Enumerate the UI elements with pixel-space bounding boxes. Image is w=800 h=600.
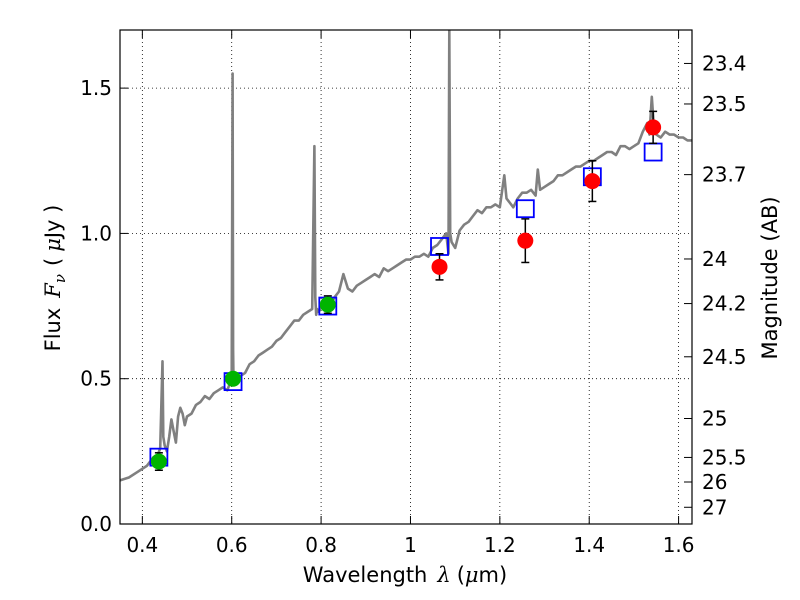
y-tick-label: 1.0 (80, 221, 112, 245)
model-photometry-square (643, 142, 663, 162)
y2-axis-title: Magnitude (AB) (758, 196, 782, 359)
spectrum-line (120, 30, 692, 482)
observed-flux-point (517, 232, 534, 249)
magnitude-tick-label: 24 (702, 247, 727, 271)
magnitude-tick-label: 24.2 (702, 292, 747, 316)
observed-flux-point (225, 370, 242, 387)
plot-frame (119, 29, 693, 525)
magnitude-tick-label: 23.7 (702, 163, 747, 187)
x-axis-title: Wavelength λ (μm) (303, 563, 507, 587)
magnitude-tick-label: 25.5 (702, 445, 747, 469)
magnitude-tick-label: 27 (702, 495, 727, 519)
grid (120, 30, 692, 525)
observed-flux-point (150, 453, 167, 470)
x-tick-label: 0.4 (126, 533, 158, 557)
x-tick-label: 0.6 (216, 533, 248, 557)
y-tick-label: 1.5 (80, 76, 112, 100)
magnitude-tick-label: 23.5 (702, 92, 747, 116)
x-tick-label: 1 (404, 533, 417, 557)
observed-flux-point (645, 119, 662, 136)
plot-area (120, 30, 692, 482)
y-axis-title: FluxFν(μJy ) (41, 205, 69, 352)
magnitude-tick-label: 23.4 (702, 51, 747, 75)
observed-flux-point (584, 173, 601, 190)
observed-flux-point (431, 258, 448, 275)
x-tick-label: 0.8 (305, 533, 337, 557)
axes-ticks: 0.4 0.6 0.8 1 1.2 1.4 1.6 0.0 0.5 1.0 1.5 23.4 23.5 2… (80, 30, 747, 557)
y-tick-label: 0.0 (80, 512, 112, 536)
y-tick-label: 0.5 (80, 367, 112, 391)
x-tick-label: 1.2 (484, 533, 516, 557)
magnitude-tick-label: 24.5 (702, 345, 747, 369)
observed-flux-point (319, 296, 336, 313)
x-tick-label: 1.6 (663, 533, 695, 557)
x-tick-label: 1.4 (573, 533, 605, 557)
model-photometry-square (515, 199, 535, 219)
magnitude-tick-label: 25 (702, 406, 727, 430)
magnitude-tick-label: 26 (702, 470, 727, 494)
